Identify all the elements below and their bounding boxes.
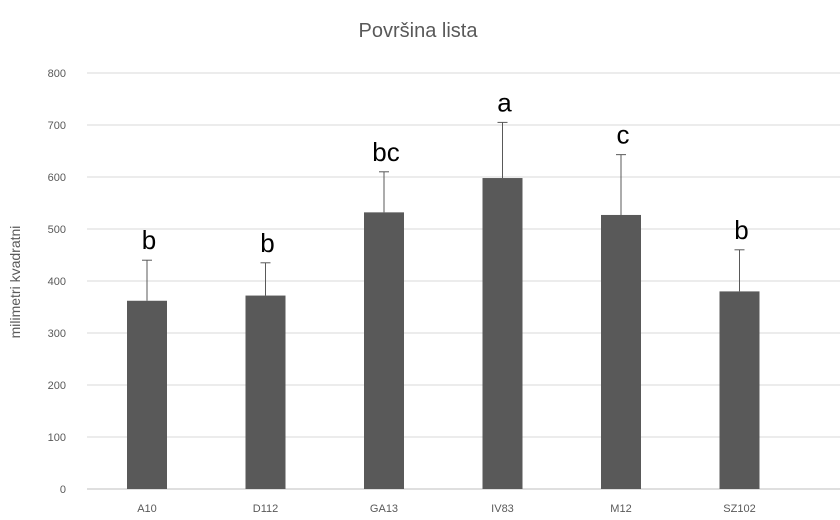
- y-tick-label: 0: [60, 484, 66, 496]
- y-tick-labels: 0 100 200 300 400 500 600 700 800: [48, 68, 66, 496]
- significance-label: b: [734, 215, 748, 245]
- y-tick-label: 600: [48, 172, 66, 184]
- y-tick-label: 800: [48, 68, 66, 80]
- significance-label: bc: [372, 137, 399, 167]
- significance-label: b: [260, 228, 274, 258]
- bar-D112: [245, 295, 286, 489]
- bar-SZ102: [719, 291, 760, 489]
- x-tick-labels: A10 D112 GA13 IV83 M12 SZ102: [137, 503, 756, 515]
- x-tick-label: A10: [137, 503, 157, 515]
- x-tick-label: IV83: [491, 503, 514, 515]
- gridlines: [87, 72, 840, 490]
- y-tick-label: 400: [48, 276, 66, 288]
- y-tick-label: 100: [48, 432, 66, 444]
- y-tick-label: 300: [48, 328, 66, 340]
- y-tick-label: 700: [48, 120, 66, 132]
- significance-label: a: [497, 87, 512, 117]
- significance-labels: b b bc a c b: [142, 87, 749, 257]
- x-tick-label: M12: [610, 503, 631, 515]
- bar-M12: [601, 214, 641, 489]
- x-tick-label: SZ102: [723, 503, 755, 515]
- x-tick-label: GA13: [370, 503, 398, 515]
- significance-label: c: [617, 120, 630, 150]
- bars: [127, 178, 760, 490]
- bar-GA13: [364, 212, 404, 490]
- y-tick-label: 500: [48, 224, 66, 236]
- chart-title: Površina lista: [359, 20, 479, 42]
- bar-IV83: [482, 178, 523, 490]
- y-tick-label: 200: [48, 380, 66, 392]
- bar-A10: [127, 300, 167, 489]
- x-tick-label: D112: [253, 503, 278, 515]
- y-axis-label: milimetri kvadratni: [7, 226, 23, 339]
- error-bars: [142, 121, 745, 301]
- significance-label: b: [142, 225, 156, 255]
